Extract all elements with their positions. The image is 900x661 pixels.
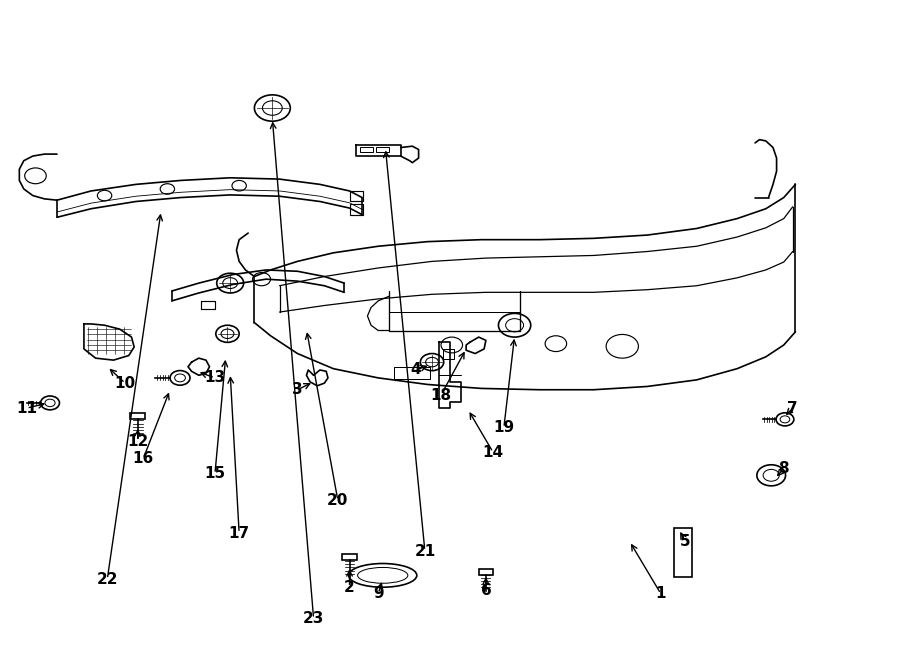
Text: 2: 2 [344,580,355,595]
Bar [674,528,692,577]
Text: 1: 1 [655,586,666,602]
Text: 16: 16 [132,451,154,467]
Text: 17: 17 [229,525,249,541]
Text: 18: 18 [430,387,452,403]
Bar [349,191,363,202]
Text: 20: 20 [328,493,348,508]
Text: 4: 4 [410,362,421,377]
Text: 22: 22 [96,572,118,587]
Text: 11: 11 [16,401,37,416]
Text: 7: 7 [788,401,798,416]
Text: 13: 13 [204,370,226,385]
Text: 12: 12 [127,434,148,449]
Text: 19: 19 [493,420,515,436]
Text: 9: 9 [373,586,383,602]
Text: 23: 23 [303,611,324,627]
Text: 15: 15 [204,467,226,481]
Text: 5: 5 [680,533,690,549]
Bar [360,147,373,152]
Text: 14: 14 [482,445,504,460]
Bar [349,204,363,215]
Text: 21: 21 [414,543,436,559]
Text: 10: 10 [114,375,136,391]
Bar [443,349,454,360]
Bar [376,147,389,152]
Text: 8: 8 [778,461,789,476]
Bar [130,412,145,419]
Bar [394,367,430,379]
Bar [342,555,356,561]
Text: 6: 6 [481,583,491,598]
Text: 3: 3 [292,382,302,397]
Bar [479,568,492,574]
